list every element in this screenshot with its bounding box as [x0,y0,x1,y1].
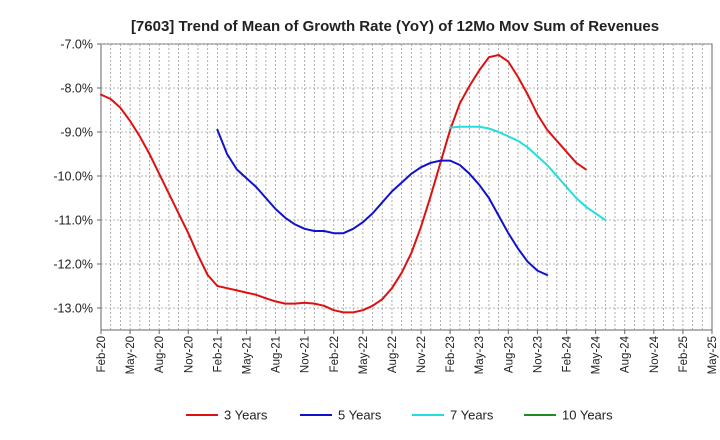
legend-label-5-years: 5 Years [338,408,382,423]
chart-title: [7603] Trend of Mean of Growth Rate (YoY… [131,18,659,35]
x-tick-label: Aug-23 [503,336,515,373]
legend-label-10-years: 10 Years [562,408,613,423]
x-tick-label: Feb-20 [96,336,108,372]
series-line-3-years [100,54,587,314]
x-tick-label: Nov-24 [649,335,661,373]
x-tick-label: Aug-21 [271,336,283,373]
x-axis-ticks: Feb-20 May-20 Aug-20 Nov-20 Feb-21 May-21 Aug-… [96,330,719,374]
x-tick-label: May-22 [358,336,370,374]
x-tick-label: May-23 [474,336,486,374]
x-tick-label: Aug-24 [620,335,632,373]
legend-label-7-years: 7 Years [450,408,494,423]
x-tick-label: Aug-22 [387,336,399,373]
y-axis-ticks: -7.0% -8.0% -9.0% -10.0% -11.0% -12.0% -13.0% [53,38,101,316]
y-tick-label: -12.0% [53,258,93,272]
series-line-5-years [216,128,549,276]
x-tick-label: Feb-25 [678,336,690,372]
series-line-7-years [449,125,607,221]
y-tick-label: -9.0% [60,126,93,140]
y-tick-label: -8.0% [60,82,93,96]
y-tick-label: -7.0% [60,38,93,52]
x-tick-label: Nov-23 [532,336,544,373]
x-tick-label: Feb-24 [562,335,574,372]
x-tick-label: May-20 [125,336,137,374]
y-tick-label: -10.0% [53,170,93,184]
x-tick-label: Feb-23 [445,336,457,372]
legend: 3 Years 5 Years 7 Years 10 Years [186,408,613,423]
y-tick-label: -13.0% [53,302,93,316]
x-tick-label: May-24 [591,335,603,374]
x-tick-label: Feb-22 [329,336,341,372]
x-tick-label: Nov-22 [416,336,428,373]
x-tick-label: Nov-21 [300,336,312,373]
x-tick-label: May-21 [241,336,253,374]
x-tick-label: May-25 [707,336,719,374]
x-tick-label: Feb-21 [212,336,224,372]
data-series [100,54,607,314]
x-tick-label: Nov-20 [183,336,195,373]
legend-label-3-years: 3 Years [224,408,268,423]
plot-area [100,43,713,331]
x-tick-label: Aug-20 [154,336,166,373]
y-tick-label: -11.0% [54,214,93,228]
